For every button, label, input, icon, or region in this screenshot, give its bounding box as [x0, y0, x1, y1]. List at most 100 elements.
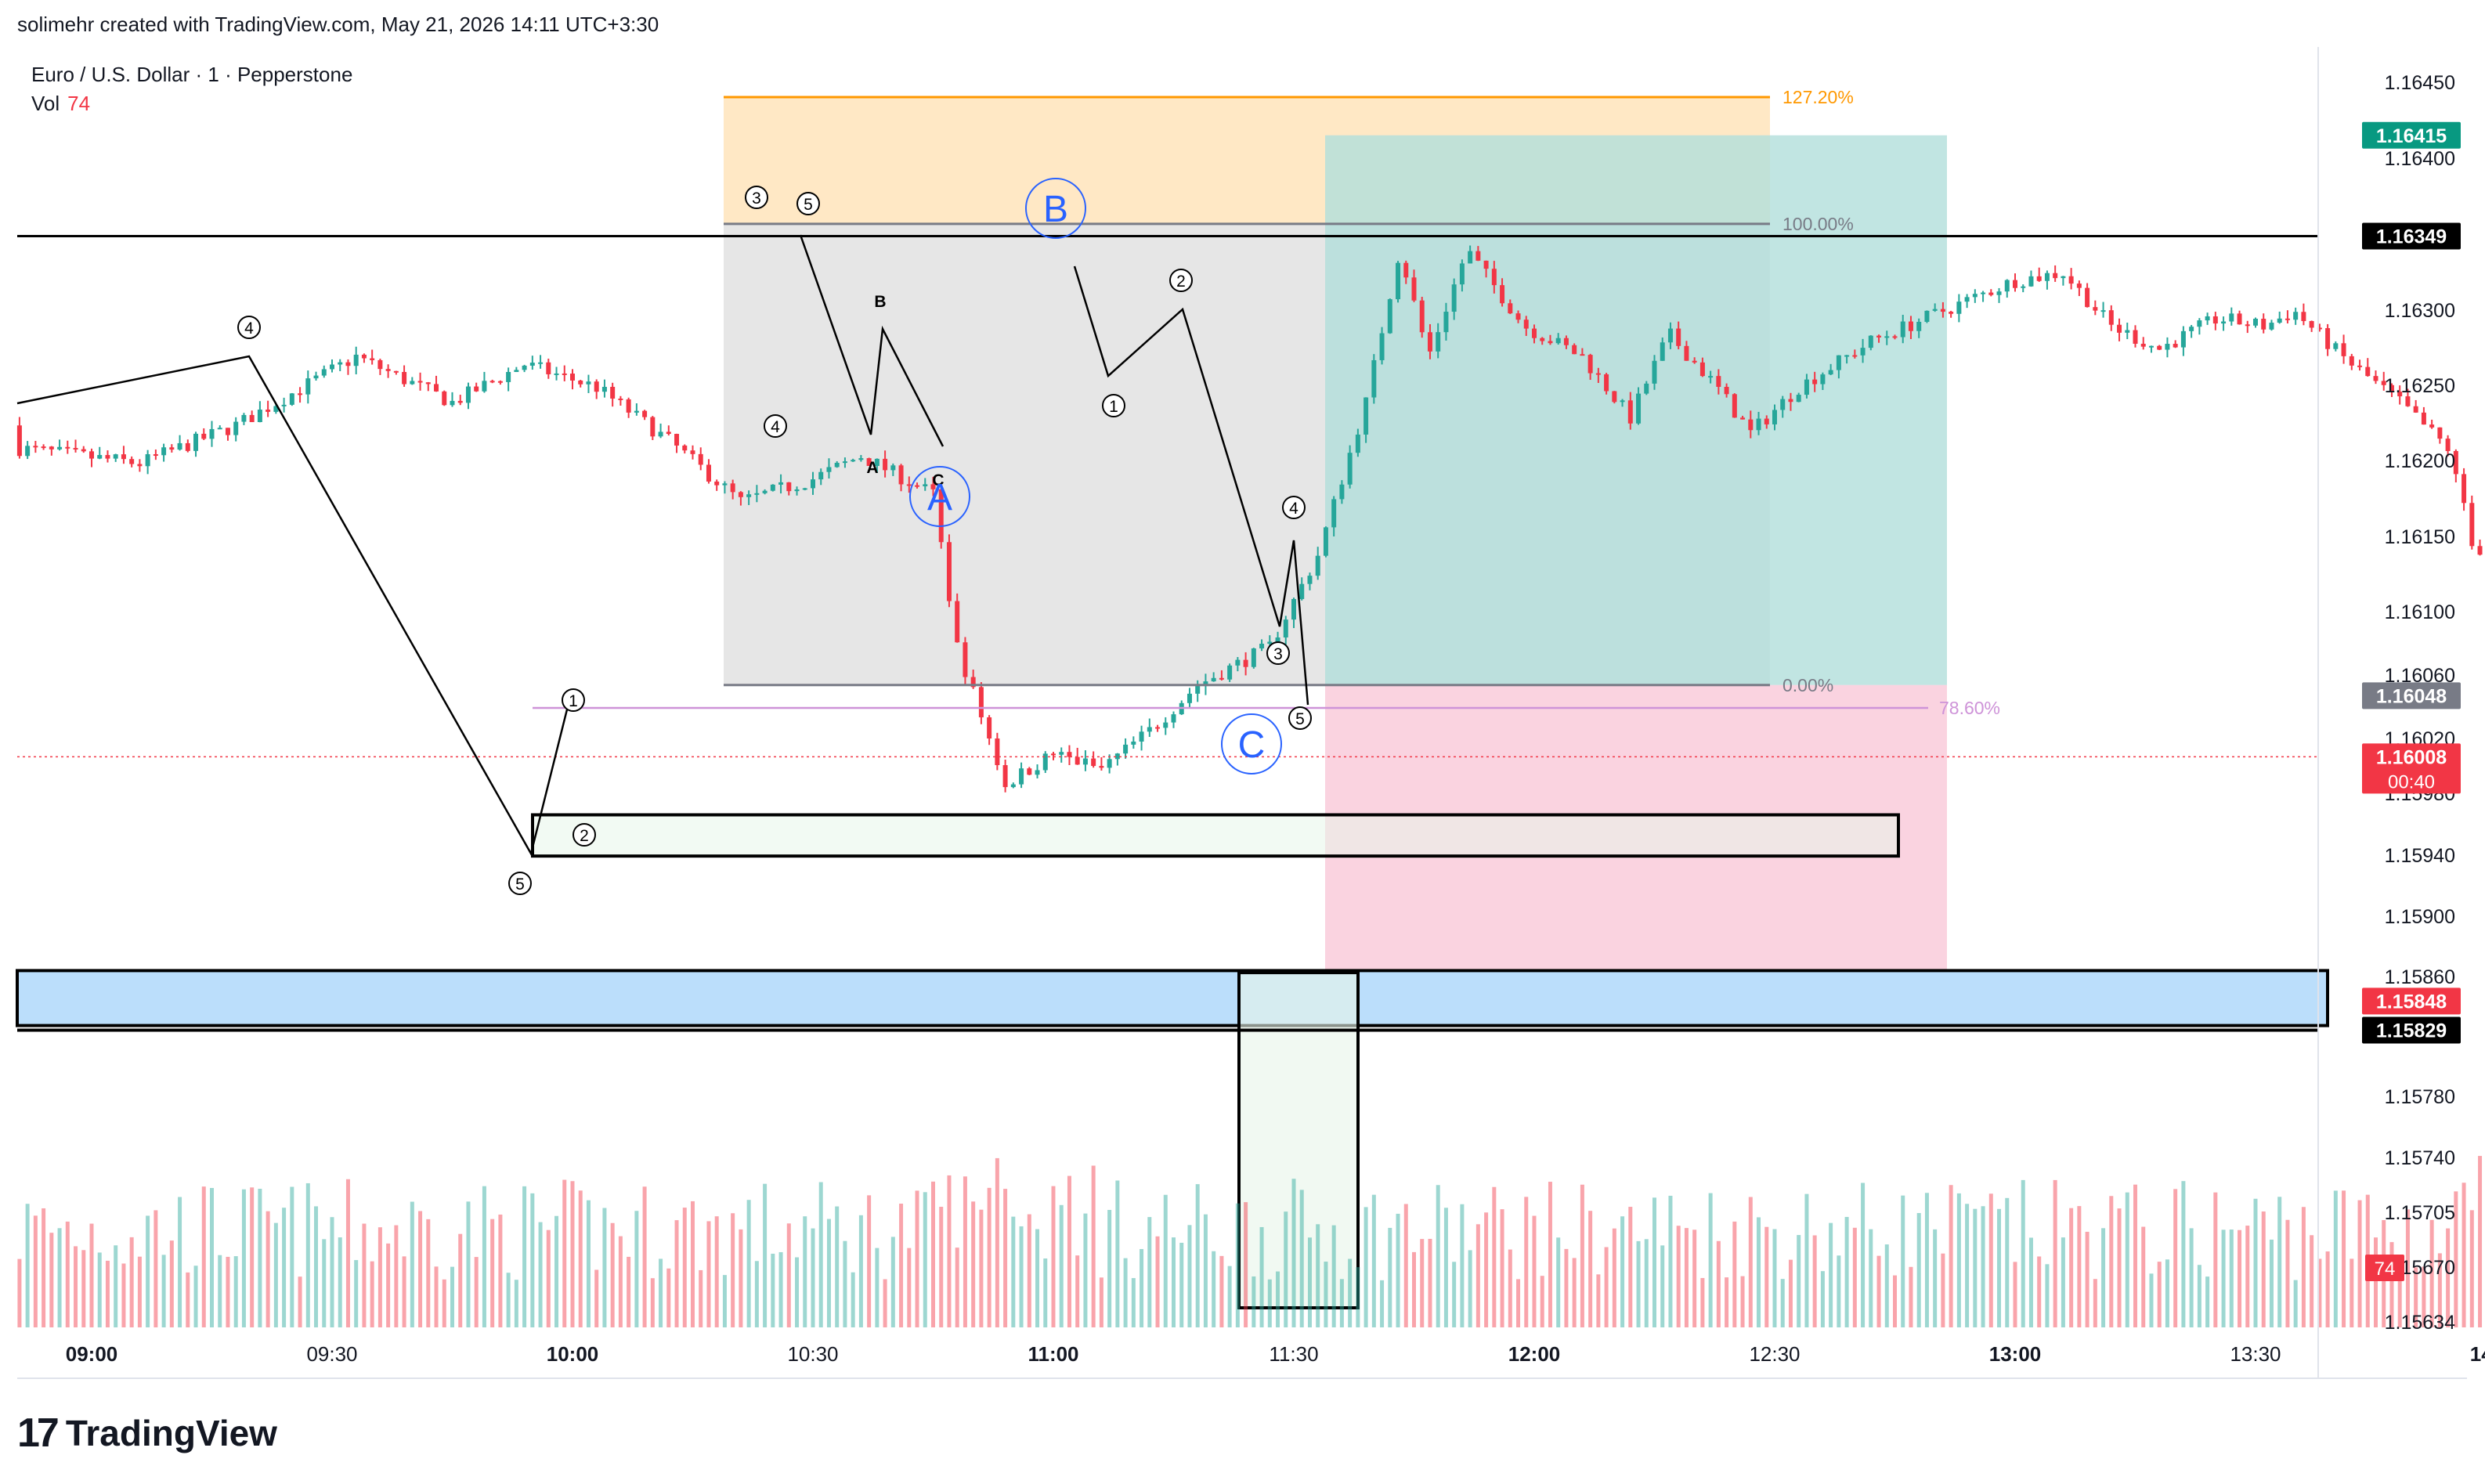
candle-body: [1227, 665, 1233, 680]
candle-body: [1836, 355, 1841, 370]
candle-body: [442, 391, 447, 406]
candle-body: [2413, 406, 2418, 413]
price-tick-label: 1.16400: [2385, 148, 2455, 170]
volume-bar: [610, 1222, 615, 1327]
volume-bar: [2342, 1190, 2346, 1327]
volume-bar: [1123, 1258, 1128, 1327]
candle-body: [434, 384, 439, 392]
price-tag: [2362, 222, 2461, 250]
tradingview-logo[interactable]: 17 TradingView: [17, 1410, 277, 1457]
candle-body: [2053, 273, 2058, 279]
candle-body: [2068, 276, 2074, 284]
volume-bar: [1540, 1276, 1544, 1327]
volume-bar: [1140, 1248, 1144, 1327]
candle-body: [1059, 752, 1064, 755]
volume-bar: [1933, 1229, 1938, 1327]
price-tick-label: 1.16450: [2385, 72, 2455, 94]
candle-body: [778, 482, 784, 485]
candle-body: [2157, 345, 2162, 350]
volume-bar: [1363, 1207, 1368, 1327]
candle-body: [554, 373, 559, 375]
price-axis[interactable]: 1.16450 1.16400 1.16300 1.16250 1.16200 1.161…: [2317, 47, 2461, 1378]
candle-body: [1363, 397, 1369, 435]
candle-body: [2437, 427, 2443, 439]
candle-body: [402, 371, 407, 385]
candle-body: [353, 354, 359, 366]
candle-body: [1155, 727, 1161, 729]
volume-bar: [1155, 1236, 1160, 1327]
candle-body: [730, 483, 735, 493]
price-tag-label: 1.16048: [2376, 685, 2447, 707]
time-tick-label: 10:00: [547, 1342, 599, 1366]
candle-body: [1500, 285, 1505, 304]
candle-body: [2108, 310, 2114, 325]
time-axis[interactable]: 09:00 09:30 10:00 10:30 11:00 11:30 12:00 12:30…: [17, 1342, 2485, 1379]
volume-bar: [883, 1279, 887, 1327]
volume-bar: [1083, 1213, 1088, 1327]
symbol-legend[interactable]: Euro / U.S. Dollar · 1 · Pepperstone: [31, 63, 353, 86]
volume-bar: [2133, 1184, 2137, 1327]
volume-bar: [890, 1237, 895, 1327]
volume-bar: [2037, 1256, 2042, 1327]
volume-bar: [1716, 1240, 1721, 1327]
impulse-wave-line: [16, 355, 572, 857]
candle-body: [25, 446, 31, 457]
candle-body: [1732, 394, 1737, 418]
candle-body: [866, 458, 872, 466]
candle-body: [626, 399, 631, 413]
volume-bar: [154, 1210, 158, 1327]
wave-label-text: 4: [1289, 500, 1298, 518]
candle-body: [2076, 283, 2082, 288]
volume-bar: [1059, 1204, 1064, 1327]
candle-body: [995, 738, 1000, 766]
price-tick-label: 1.15634: [2385, 1312, 2455, 1334]
wave-label-circle: [1282, 496, 1306, 519]
volume-bar: [377, 1227, 382, 1327]
volume-bar: [1876, 1255, 1881, 1327]
volume-bar: [650, 1278, 655, 1327]
volume-bar: [627, 1256, 631, 1327]
wave-label-circle: [508, 872, 532, 895]
volume-bar: [554, 1215, 559, 1327]
volume-legend[interactable]: Vol 74: [31, 92, 90, 116]
candle-body: [2028, 276, 2034, 287]
candle-body: [2269, 323, 2274, 330]
volume-bar: [2109, 1196, 2114, 1327]
volume-bar: [1099, 1277, 1103, 1327]
candle-body: [2365, 366, 2371, 377]
volume-bar: [1708, 1193, 1713, 1327]
candle-body: [930, 484, 936, 489]
candle-body: [586, 381, 591, 385]
volume-bar: [594, 1269, 599, 1327]
wave-major-label: C: [1238, 724, 1266, 766]
candle-body: [1211, 677, 1216, 682]
volume-bar: [811, 1228, 815, 1327]
candle-body: [1315, 555, 1320, 576]
candle-body: [1548, 341, 1553, 344]
candle-body: [1572, 345, 1577, 355]
volume-bar: [1195, 1184, 1200, 1327]
price-tick-label: 1.15900: [2385, 906, 2455, 928]
candle-body: [1884, 336, 1890, 338]
candle-body: [2205, 316, 2210, 321]
volume-bar: [2028, 1237, 2033, 1327]
volume-bar: [25, 1204, 30, 1327]
candle-body: [2125, 330, 2130, 333]
candle-body: [321, 369, 327, 376]
wave-label-text: 5: [804, 196, 813, 214]
candle-body: [2237, 313, 2242, 325]
volume-bar: [1941, 1253, 1945, 1327]
candle-body: [1436, 332, 1441, 352]
candle-body: [1627, 400, 1633, 424]
volume-bar: [1339, 1279, 1344, 1327]
volume-bar: [1636, 1240, 1641, 1327]
volume-bar: [602, 1208, 607, 1327]
volume-bar: [1772, 1229, 1777, 1327]
price-tag-label: 1.15848: [2376, 991, 2447, 1013]
volume-bar: [1516, 1279, 1521, 1327]
candle-body: [923, 484, 928, 486]
price-tick-label: 1.15940: [2385, 845, 2455, 867]
volume-bar: [1965, 1204, 1970, 1327]
volume-bar: [618, 1236, 623, 1327]
